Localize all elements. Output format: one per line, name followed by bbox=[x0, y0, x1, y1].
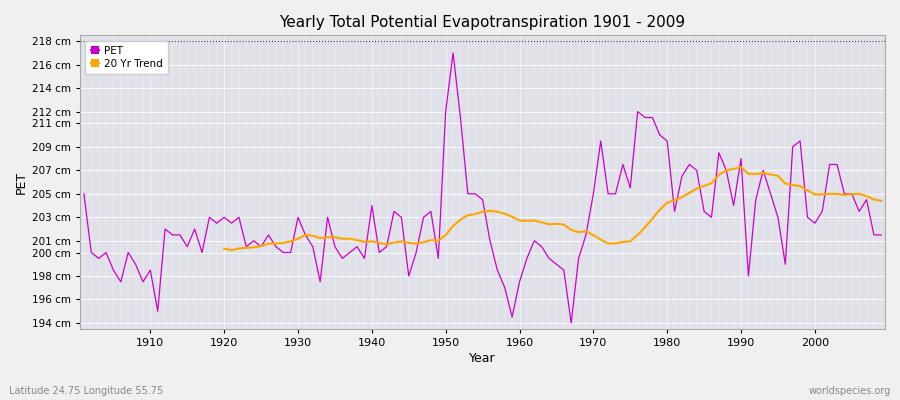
Legend: PET, 20 Yr Trend: PET, 20 Yr Trend bbox=[86, 40, 168, 74]
Text: worldspecies.org: worldspecies.org bbox=[809, 386, 891, 396]
Text: Latitude 24.75 Longitude 55.75: Latitude 24.75 Longitude 55.75 bbox=[9, 386, 163, 396]
Y-axis label: PET: PET bbox=[15, 170, 28, 194]
X-axis label: Year: Year bbox=[469, 352, 496, 365]
Title: Yearly Total Potential Evapotranspiration 1901 - 2009: Yearly Total Potential Evapotranspiratio… bbox=[280, 15, 686, 30]
